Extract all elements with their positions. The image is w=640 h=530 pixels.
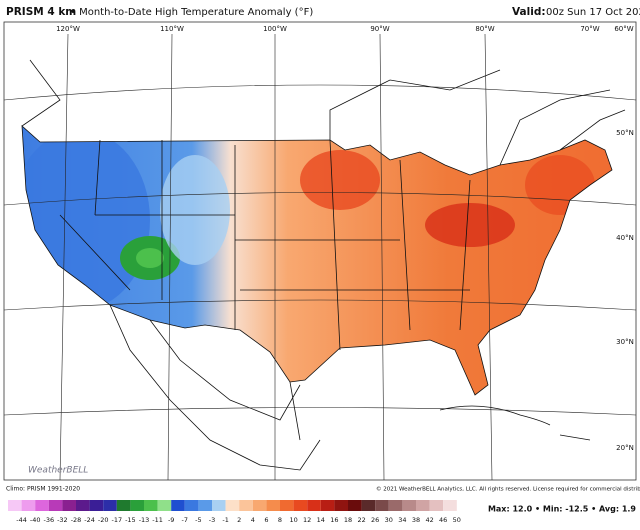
description: • Month-to-Date High Temperature Anomaly… (70, 7, 313, 18)
longitude-label: 60°W (614, 25, 633, 33)
colorbar-label: 18 (344, 516, 352, 524)
caribbean (439, 405, 591, 441)
colorbar-label: 38 (412, 516, 420, 524)
colorbar-swatch (239, 500, 253, 511)
canada-outline (21, 59, 626, 166)
longitude-label: 120°W (56, 25, 80, 33)
longitude-label: 70°W (580, 25, 599, 33)
colorbar-swatch (416, 500, 430, 511)
colorbar-label: 12 (303, 516, 311, 524)
colorbar-swatch (293, 500, 308, 511)
colorbar-swatch (8, 500, 22, 511)
colorbar-label: -13 (139, 516, 150, 524)
colorbar-label: -28 (71, 516, 82, 524)
colorbar-label: -17 (111, 516, 122, 524)
logo: WeatherBELL (28, 466, 88, 476)
colorbar-label: -9 (168, 516, 174, 524)
colorbar-swatch (361, 500, 376, 511)
longitude-label: 90°W (370, 25, 389, 33)
colorbar-label: 30 (385, 516, 393, 524)
colorbar-label: 2 (237, 516, 241, 524)
colorbar-label: 14 (317, 516, 325, 524)
colorbar-label: -1 (222, 516, 228, 524)
colorbar-label: 22 (357, 516, 365, 524)
colorbar-swatch (348, 500, 362, 511)
colorbar-label: 10 (289, 516, 297, 524)
latitude-label: 40°N (616, 234, 634, 242)
colorbar-label: 46 (439, 516, 447, 524)
colorbar-swatch (157, 500, 172, 511)
longitude-label: 100°W (263, 25, 287, 33)
colorbar-swatch (225, 500, 240, 511)
colorbar-label: -15 (125, 516, 136, 524)
colorbar-label: 6 (264, 516, 268, 524)
colorbar-label: 42 (425, 516, 433, 524)
colorbar-label: -5 (195, 516, 201, 524)
colorbar-swatch (266, 500, 280, 511)
colorbar-label: -32 (57, 516, 68, 524)
colorbar-swatch (35, 500, 49, 511)
colorbar-swatch (320, 500, 335, 511)
us-outline (21, 125, 613, 396)
colorbar-label: -36 (43, 516, 54, 524)
colorbar-swatch (375, 500, 389, 511)
valid-label: Valid: (512, 6, 546, 18)
mexico-outline (109, 304, 321, 471)
colorbar-label: -24 (84, 516, 95, 524)
colorbar-label: -20 (98, 516, 109, 524)
stats: Max: 12.0 • Min: -12.5 • Avg: 1.9 (488, 505, 636, 514)
colorbar-label: 4 (251, 516, 255, 524)
colorbar-swatch (429, 500, 444, 511)
colorbar-swatch (62, 500, 76, 511)
colorbar-label: -44 (16, 516, 27, 524)
colorbar-swatch (212, 500, 226, 511)
colorbar-swatch (48, 500, 63, 511)
colorbar-label: 50 (453, 516, 461, 524)
latitude-label: 50°N (616, 129, 634, 137)
colorbar-label: 26 (371, 516, 379, 524)
colorbar-swatch (21, 500, 36, 511)
colorbar-swatch (116, 500, 131, 511)
climo-note: Climo: PRISM 1991-2020 (6, 486, 80, 493)
state-lines (59, 139, 471, 351)
colorbar-swatch (144, 500, 158, 511)
copyright: © 2021 WeatherBELL Analytics, LLC. All r… (376, 486, 640, 493)
valid-value: 00z Sun 17 Oct 2021 (546, 7, 640, 18)
longitude-label: 80°W (475, 25, 494, 33)
colorbar-label: -3 (209, 516, 215, 524)
colorbar-swatch (76, 500, 90, 511)
colorbar-label: 34 (398, 516, 406, 524)
colorbar-label: 16 (330, 516, 338, 524)
colorbar-swatch (184, 500, 199, 511)
colorbar-swatch (252, 500, 267, 511)
graticule (3, 33, 637, 481)
colorbar-swatch (89, 500, 104, 511)
colorbar-swatch (402, 500, 416, 511)
product: PRISM 4 km (6, 6, 76, 18)
colorbar-swatch (198, 500, 212, 511)
longitude-label: 110°W (160, 25, 184, 33)
colorbar-swatch (307, 500, 321, 511)
colorbar-label: 8 (278, 516, 282, 524)
colorbar-label: -7 (182, 516, 188, 524)
colorbar-swatch (103, 500, 117, 511)
latitude-label: 20°N (616, 444, 634, 452)
colorbar-swatch (334, 500, 348, 511)
colorbar-label: -40 (30, 516, 41, 524)
colorbar-swatch (130, 500, 144, 511)
colorbar-swatch (280, 500, 294, 511)
colorbar-swatch (388, 500, 403, 511)
colorbar-swatch (443, 500, 457, 511)
colorbar-label: -11 (152, 516, 163, 524)
colorbar-swatch (171, 500, 185, 511)
latitude-label: 30°N (616, 338, 634, 346)
